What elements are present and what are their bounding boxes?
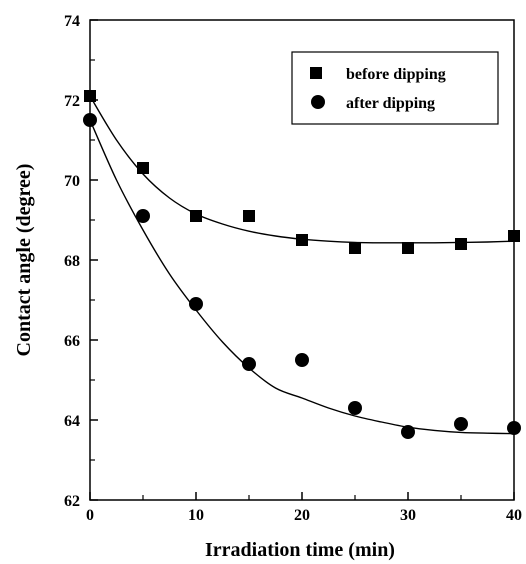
point-after-dipping (83, 113, 97, 127)
point-before-dipping (296, 234, 308, 246)
y-tick-label: 74 (64, 13, 80, 30)
point-after-dipping (295, 353, 309, 367)
legend-label-after-dipping: after dipping (346, 95, 435, 112)
point-before-dipping (402, 242, 414, 254)
point-before-dipping (508, 230, 520, 242)
point-after-dipping (401, 425, 415, 439)
point-after-dipping (507, 421, 521, 435)
x-axis-title: Irradiation time (min) (205, 539, 395, 561)
point-before-dipping (84, 90, 96, 102)
x-tick-label: 20 (294, 507, 310, 524)
x-tick-label: 10 (188, 507, 204, 524)
fit-curves (89, 95, 515, 435)
x-tick-label: 0 (86, 507, 94, 524)
y-axis-title: Contact angle (degree) (13, 164, 35, 357)
x-tick-label: 40 (506, 507, 522, 524)
legend-circle-marker (311, 95, 325, 109)
legend-square-marker (310, 67, 322, 79)
x-tick-label: 30 (400, 507, 416, 524)
legend-label-before-dipping: before dipping (346, 66, 446, 83)
y-tick-label: 62 (64, 493, 80, 510)
point-after-dipping (454, 417, 468, 431)
y-tick-label: 72 (64, 93, 80, 110)
point-after-dipping (136, 209, 150, 223)
data-markers (83, 90, 521, 439)
point-before-dipping (349, 242, 361, 254)
point-after-dipping (242, 357, 256, 371)
point-before-dipping (243, 210, 255, 222)
point-before-dipping (455, 238, 467, 250)
y-axis: 62 64 66 68 70 72 74 (64, 13, 98, 510)
legend-box (291, 51, 499, 125)
y-tick-label: 66 (64, 333, 80, 350)
fit-curve-after-dipping (89, 119, 515, 435)
x-axis: 0 10 20 30 40 (86, 492, 522, 524)
y-tick-label: 68 (64, 253, 80, 270)
legend: before dipping after dipping (291, 51, 499, 125)
point-after-dipping (348, 401, 362, 415)
point-after-dipping (189, 297, 203, 311)
point-before-dipping (190, 210, 202, 222)
y-tick-label: 70 (64, 173, 80, 190)
y-tick-label: 64 (64, 413, 80, 430)
point-before-dipping (137, 162, 149, 174)
